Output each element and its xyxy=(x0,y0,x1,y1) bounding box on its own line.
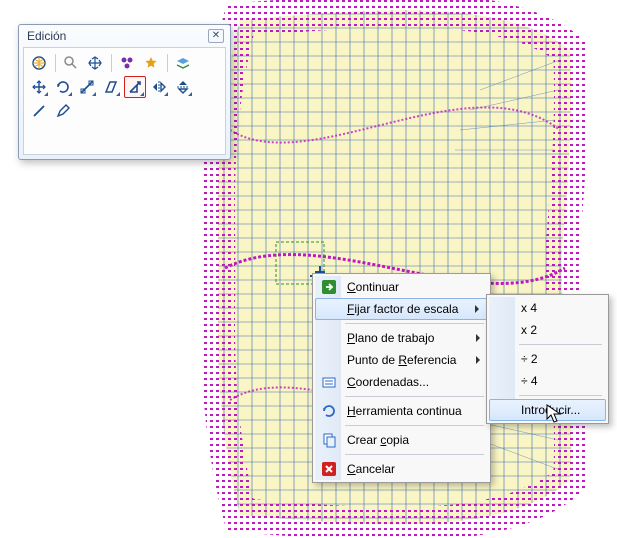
tool-move-arrows[interactable] xyxy=(28,76,50,98)
menu-separator xyxy=(519,344,602,345)
tool-row-3 xyxy=(28,100,221,122)
toolbar-separator xyxy=(52,52,58,74)
toolbox-close-button[interactable]: ✕ xyxy=(208,29,224,43)
refresh-icon xyxy=(321,403,337,419)
tool-line1[interactable] xyxy=(28,100,50,122)
tool-row-1 xyxy=(28,52,221,74)
menu-item-label: Punto de Referencia xyxy=(347,353,456,367)
submenu-arrow-icon xyxy=(475,305,479,313)
tool-scale[interactable] xyxy=(124,76,146,98)
menu-item-label: ÷ 2 xyxy=(521,352,538,366)
menu-item-label: Cancelar xyxy=(347,462,395,476)
toolbar-separator xyxy=(164,52,170,74)
sub-item-x-2[interactable]: x 2 xyxy=(489,319,606,341)
menu-separator xyxy=(345,323,484,324)
tool-star[interactable] xyxy=(140,52,162,74)
ctx-item-crear-copia[interactable]: Crear copia xyxy=(315,429,488,451)
copy-icon xyxy=(321,432,337,448)
menu-separator xyxy=(345,425,484,426)
toolbox-titlebar[interactable]: Edición ✕ xyxy=(19,25,230,47)
tool-layers[interactable] xyxy=(172,52,194,74)
tool-globe[interactable] xyxy=(28,52,50,74)
ctx-item-cancelar[interactable]: Cancelar xyxy=(315,458,488,480)
menu-item-label: ÷ 4 xyxy=(521,374,538,388)
toolbox-body xyxy=(23,47,226,155)
tool-rotate[interactable] xyxy=(52,76,74,98)
tool-pan[interactable] xyxy=(84,52,106,74)
submenu-arrow-icon xyxy=(476,334,480,342)
menu-separator xyxy=(345,454,484,455)
menu-item-label: x 4 xyxy=(521,301,537,315)
menu-item-label: Coordenadas... xyxy=(347,375,429,389)
tool-mirror-v[interactable] xyxy=(148,76,170,98)
ctx-item-fijar-factor-de-escala[interactable]: Fijar factor de escala xyxy=(315,298,488,320)
ctx-item-coordenadas[interactable]: Coordenadas... xyxy=(315,371,488,393)
menu-separator xyxy=(345,396,484,397)
menu-item-label: Herramienta continua xyxy=(347,404,462,418)
sub-item-4[interactable]: ÷ 4 xyxy=(489,370,606,392)
menu-item-label: Continuar xyxy=(347,280,399,294)
ctx-item-punto-de-referencia[interactable]: Punto de Referencia xyxy=(315,349,488,371)
ctx-item-herramienta-continua[interactable]: Herramienta continua xyxy=(315,400,488,422)
tool-row-2 xyxy=(28,76,221,98)
cancel-icon xyxy=(321,461,337,477)
tool-mirror-h[interactable] xyxy=(172,76,194,98)
scale-factor-submenu: x 4 x 2 ÷ 2 ÷ 4 Introducir... xyxy=(486,294,609,424)
menu-item-label: x 2 xyxy=(521,323,537,337)
coords-icon xyxy=(321,374,337,390)
ctx-item-continuar[interactable]: Continuar xyxy=(315,276,488,298)
tool-pencil[interactable] xyxy=(52,100,74,122)
sub-item-2[interactable]: ÷ 2 xyxy=(489,348,606,370)
tool-nodes[interactable] xyxy=(116,52,138,74)
menu-separator xyxy=(519,395,602,396)
menu-item-label: Plano de trabajo xyxy=(347,331,434,345)
submenu-arrow-icon xyxy=(476,356,480,364)
tool-shear[interactable] xyxy=(100,76,122,98)
go-icon xyxy=(321,279,337,295)
sub-item-x-4[interactable]: x 4 xyxy=(489,297,606,319)
menu-item-label: Introducir... xyxy=(521,403,580,417)
tool-align[interactable] xyxy=(76,76,98,98)
edition-toolbox: Edición ✕ xyxy=(18,24,231,160)
toolbox-title-text: Edición xyxy=(27,29,66,43)
toolbar-separator xyxy=(108,52,114,74)
tool-zoom[interactable] xyxy=(60,52,82,74)
context-menu: Continuar Fijar factor de escala Plano de … xyxy=(312,273,491,483)
sub-item-introducir[interactable]: Introducir... xyxy=(489,399,606,421)
ctx-item-plano-de-trabajo[interactable]: Plano de trabajo xyxy=(315,327,488,349)
menu-item-label: Crear copia xyxy=(347,433,409,447)
menu-item-label: Fijar factor de escala xyxy=(347,302,458,316)
